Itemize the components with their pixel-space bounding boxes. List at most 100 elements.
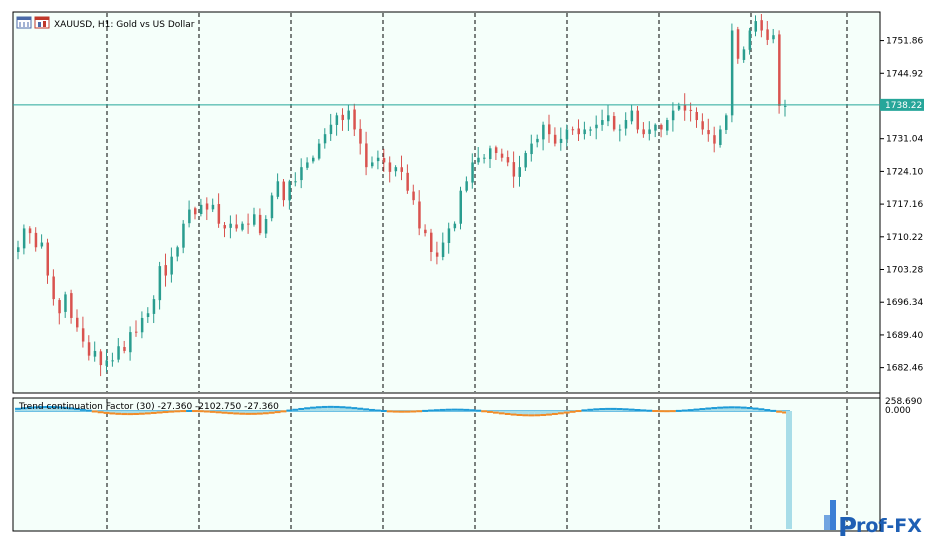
indicator-title: Trend continuation Factor (30) -27.360 -… [18,402,279,412]
candle-body [152,299,156,314]
tcf-bar [516,411,523,415]
candle-body [660,124,663,130]
candle-body [612,116,616,130]
candle-body [725,115,728,130]
indicator-pane[interactable] [12,397,881,532]
candle-body [34,232,38,248]
candle-body [630,110,634,122]
candle-body [376,157,380,162]
candle-body [117,346,120,360]
candle-body [500,153,504,158]
symbol-icon[interactable] [34,16,50,29]
tcf-bar [351,408,358,411]
candle-body [182,223,185,248]
candle-body [294,181,297,183]
candle-body [595,124,598,129]
tcf-bar [734,407,741,411]
candle-body [40,242,44,247]
candle-body [483,157,486,159]
candle-body [205,203,209,210]
candle-body [766,29,769,40]
candle-body [288,181,291,201]
candle-body [553,134,557,144]
price-axis-label: 1682.46 [886,364,923,374]
main-chart-pane[interactable] [12,11,881,394]
tcf-bar [723,407,729,411]
candle-body [317,143,321,159]
candle-body [353,109,356,130]
candle-body [158,266,162,301]
candle-body [105,360,108,366]
tcf-bar [256,411,263,414]
candle-body [341,114,344,121]
candle-body [58,300,61,314]
price-axis-label: 1724.10 [886,167,923,177]
candle-body [489,148,492,160]
candle-body [441,242,445,257]
price-axis-label: 1751.86 [886,37,923,47]
candle-body [542,124,545,140]
candle-body [654,124,657,131]
tcf-bar [321,406,328,411]
candle-body [760,20,763,31]
candle-body [135,331,138,333]
indicator-axis-label-zero: 0.000 [885,406,911,416]
candle-body [264,218,268,234]
candle-body [199,204,203,215]
candle-body [93,350,97,357]
candle-body [418,201,421,229]
candle-body [99,351,103,366]
candle-body [447,228,451,243]
tcf-bar [50,407,57,411]
tcf-bar [26,407,33,411]
candle-body [671,110,675,121]
candle-body [624,120,628,129]
candle-body [211,204,215,210]
candle-body [247,223,250,225]
candle-body [754,21,757,32]
tcf-bar [133,411,139,414]
candle-body [530,143,533,155]
candle-body [666,120,669,131]
candle-body [471,162,474,183]
candle-body [70,293,73,318]
tcf-bar [345,407,352,411]
tcf-bar [44,406,51,411]
tcf-bar [315,407,322,411]
candle-body [536,138,539,143]
price-axis-label: 1689.40 [886,331,923,341]
candle-body [400,167,403,172]
candle-body [312,157,315,162]
tcf-bar [605,408,611,411]
tcf-bar [357,408,364,411]
candle-body [701,121,704,130]
candle-body [46,242,49,276]
candle-body [164,265,167,276]
tcf-bar [540,411,547,416]
candle-body [512,162,516,177]
candle-body [636,110,639,130]
candle-body [571,129,575,131]
tcf-bar [239,411,246,414]
tcf-histogram [15,405,792,529]
price-axis-label: 1703.28 [886,266,923,276]
candle-body [123,347,126,351]
tcf-bar [138,411,145,414]
candle-body [300,167,303,181]
vertical-grid [106,13,848,530]
candle-body [465,181,468,191]
tcf-bar [327,406,334,411]
candle-body [784,105,787,107]
candle-body [306,162,309,168]
candle-body [81,328,85,342]
candle-body [435,252,439,257]
candle-body [253,214,256,225]
candle-body [406,172,409,191]
candle-body [258,214,262,234]
candle-body [412,191,415,201]
candle-body [518,167,521,177]
candle-body [388,162,392,172]
chart-type-icon[interactable] [16,16,32,29]
